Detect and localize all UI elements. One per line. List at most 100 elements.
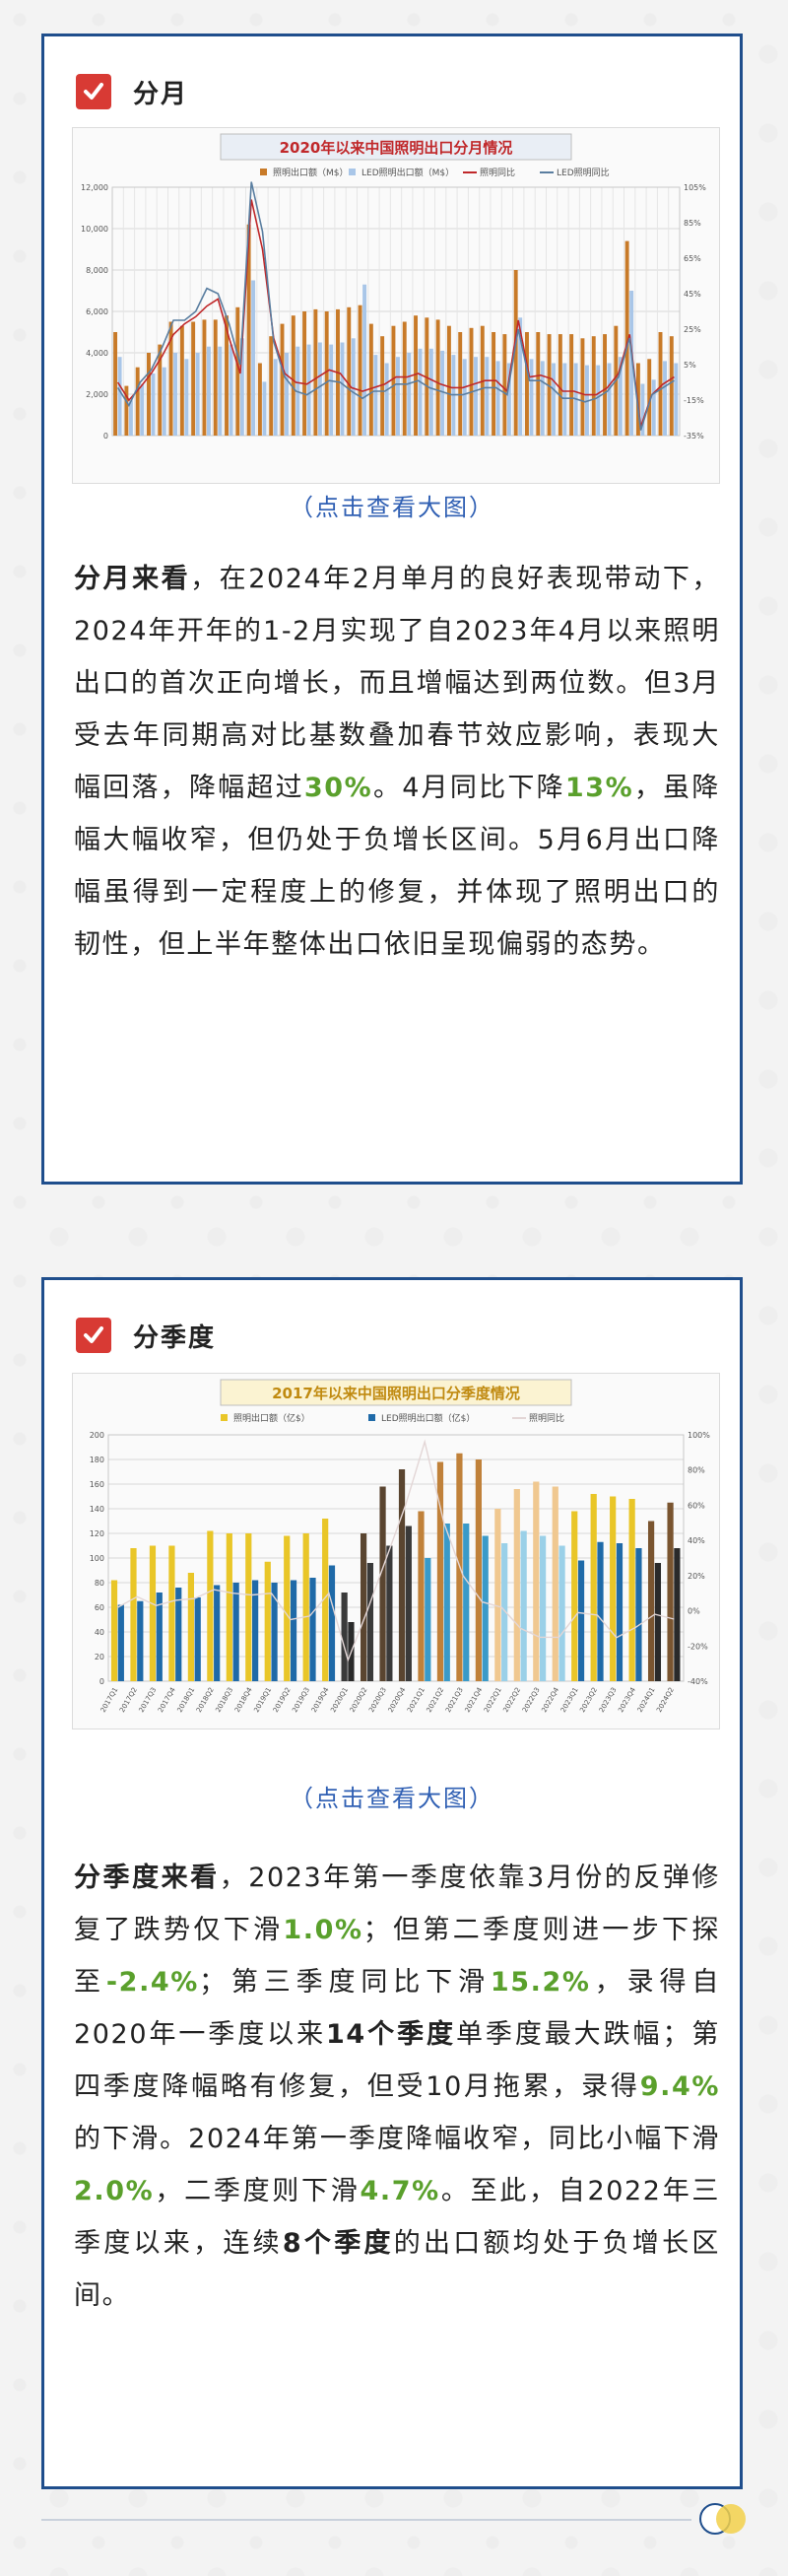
y-left-tick-label: 10,000 <box>81 225 108 234</box>
bar-lighting <box>168 1545 175 1681</box>
bar-lighting <box>291 315 296 436</box>
bar-led <box>629 291 634 436</box>
y-left-tick-label: 120 <box>90 1529 104 1538</box>
legend-label: 照明出口额（M$） <box>273 167 349 178</box>
bar-led <box>151 373 156 436</box>
bar-lighting <box>418 1511 425 1681</box>
paragraph-segment: 15.2% <box>490 1967 591 1998</box>
paragraph-segment: 的下滑。2024年第一季度降幅收窄，同比小幅下滑 <box>74 2124 720 2154</box>
bar-lighting <box>257 363 262 436</box>
legend-label: 照明同比 <box>480 167 515 178</box>
bar-led <box>218 346 223 436</box>
bar-lighting <box>225 315 229 436</box>
bar-lighting <box>269 336 274 436</box>
y-right-tick-label: -35% <box>684 432 704 441</box>
bar-lighting <box>591 336 596 436</box>
x-tick-label: 2022Q1 <box>483 1686 503 1714</box>
x-tick-label: 2021Q3 <box>444 1686 465 1714</box>
bar-lighting <box>380 336 385 436</box>
bar-led <box>251 280 256 436</box>
chart-title-box <box>220 1379 572 1406</box>
bar-lighting <box>368 323 373 436</box>
bar-lighting <box>494 1509 501 1681</box>
bar-lighting <box>435 319 440 436</box>
x-tick-label: 2019Q4 <box>310 1686 331 1715</box>
bar-lighting <box>391 325 396 436</box>
legend-swatch <box>349 169 356 175</box>
x-tick-label: 2017Q2 <box>118 1686 139 1714</box>
bar-lighting <box>525 332 529 436</box>
bar-lighting <box>628 1499 635 1681</box>
bar-lighting <box>358 305 362 436</box>
bar-led <box>317 342 322 436</box>
bar-led <box>482 1535 489 1681</box>
x-tick-label: 2018Q1 <box>176 1686 197 1714</box>
bar-led <box>214 1585 221 1681</box>
x-tick-label: 2017Q3 <box>138 1686 159 1714</box>
bar-led <box>373 355 378 436</box>
monthly-view-large-link[interactable]: （点击查看大图） <box>290 494 494 521</box>
x-tick-label: 2018Q4 <box>233 1686 254 1715</box>
bar-lighting <box>603 334 607 436</box>
y-left-tick-label: 8,000 <box>86 266 108 275</box>
bar-lighting <box>552 1486 558 1681</box>
quarterly-view-large-link[interactable]: （点击查看大图） <box>290 1785 494 1812</box>
bar-led <box>262 381 267 436</box>
bar-lighting <box>547 334 552 436</box>
bar-led <box>562 363 567 436</box>
paragraph-segment: 4.7% <box>360 2176 440 2206</box>
bar-lighting <box>207 1530 214 1681</box>
bar-led <box>309 1578 316 1681</box>
y-right-tick-label: 45% <box>684 290 701 299</box>
bar-lighting <box>284 1535 291 1681</box>
bar-lighting <box>536 332 541 436</box>
series-line <box>117 1439 675 1662</box>
monthly-chart[interactable]: 2020年以来中国照明出口分月情况 照明出口额（M$） LED照明出口额（M$） 照明… <box>72 127 720 484</box>
bar-lighting <box>458 332 463 436</box>
y-left-tick-label: 2,000 <box>86 390 108 399</box>
plot-frame <box>107 1434 685 1682</box>
paragraph-segment: ，2023年第一季度依靠3月份的反弹修复了跌势仅下滑 <box>74 1863 721 1945</box>
bar-led <box>552 363 557 436</box>
bar-led <box>405 1525 412 1681</box>
quarterly-chart[interactable]: 2017年以来中国照明出口分季度情况 照明出口额（亿$） LED照明出口额（亿$） 照… <box>72 1373 720 1729</box>
y-left-tick-label: 4,000 <box>86 349 108 358</box>
bar-led <box>386 1545 393 1681</box>
bar-led <box>443 1524 450 1681</box>
bar-led <box>558 1545 565 1681</box>
y-left-tick-label: 6,000 <box>86 307 108 316</box>
bar-led <box>462 359 467 436</box>
bar-led <box>273 359 278 436</box>
bar-lighting <box>360 1533 367 1681</box>
bar-led <box>651 379 656 436</box>
bar-lighting <box>502 334 507 436</box>
y-left-tick-label: 0 <box>99 1677 104 1686</box>
bar-lighting <box>590 1494 597 1681</box>
quarterly-analysis-paragraph: 分季度来看，2023年第一季度依靠3月份的反弹修复了跌势仅下滑1.0%；但第二季… <box>74 1852 720 2322</box>
x-tick-label: 2017Q1 <box>99 1686 120 1714</box>
bar-lighting <box>469 327 474 436</box>
bar-led <box>529 359 534 436</box>
bar-lighting <box>610 1496 617 1681</box>
bar-lighting <box>187 1573 194 1681</box>
y-right-tick-label: 20% <box>688 1572 705 1581</box>
x-tick-label: 2023Q4 <box>617 1686 637 1715</box>
paragraph-segment: 1.0% <box>283 1915 363 1945</box>
bar-led <box>520 1530 527 1681</box>
y-left-tick-label: 140 <box>90 1505 104 1514</box>
quarterly-section-header: 分季度 <box>76 1316 216 1355</box>
y-left-tick-label: 200 <box>90 1431 104 1440</box>
y-right-tick-label: 100% <box>688 1431 710 1440</box>
y-right-tick-label: 60% <box>688 1501 705 1510</box>
bar-led <box>618 357 623 436</box>
bar-led <box>616 1543 624 1681</box>
x-tick-label: 2021Q4 <box>464 1686 485 1715</box>
y-left-tick-label: 180 <box>90 1456 104 1464</box>
bar-led <box>474 357 478 436</box>
series-line <box>116 181 675 431</box>
y-right-tick-label: -20% <box>688 1642 708 1651</box>
bar-lighting <box>571 1511 578 1681</box>
bar-led <box>607 363 612 436</box>
paragraph-segment: 14个季度 <box>326 2019 456 2050</box>
